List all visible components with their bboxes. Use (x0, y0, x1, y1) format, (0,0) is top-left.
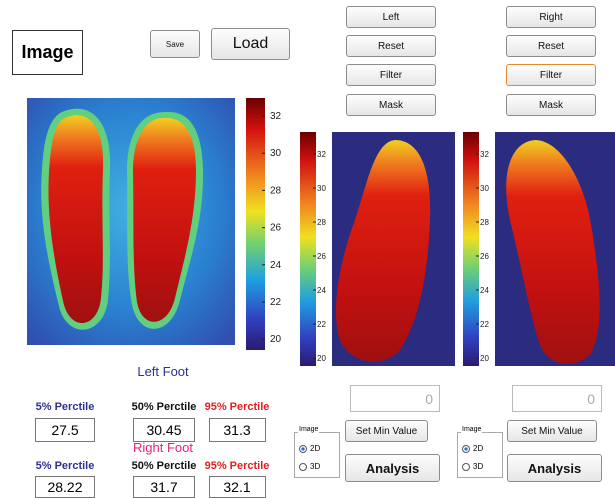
colorbar-tick-label: 32 (270, 111, 282, 122)
colorbar-tick-label: 30 (317, 184, 326, 193)
colorbar-tick-label: 28 (317, 218, 326, 227)
set-min-button[interactable]: Set Min Value (345, 420, 428, 442)
radio-option[interactable]: 2D (462, 444, 483, 453)
colorbar-tick-label: 26 (270, 223, 282, 234)
colorbar-tick-label: 20 (270, 334, 282, 345)
screen: Image Save Load Left Reset Filter Mask R… (0, 0, 615, 498)
colorbar-tick-label: 24 (480, 286, 489, 295)
min-value-field[interactable]: 0 (512, 385, 602, 412)
percentile-header: 95% Perctile (192, 401, 282, 413)
colorbar (246, 98, 265, 350)
analysis-button[interactable]: Analysis (507, 454, 602, 482)
colorbar-tick-label: 32 (480, 150, 489, 159)
percentile-value: 31.7 (133, 476, 195, 498)
colorbar-tick-label: 26 (480, 252, 489, 261)
radio-option[interactable]: 3D (462, 462, 483, 471)
radio-group-title: Image (298, 426, 319, 433)
left-foot-title: Left Foot (113, 364, 213, 379)
percentile-value: 28.22 (35, 476, 95, 498)
colorbar-tick-label: 20 (317, 354, 326, 363)
colorbar-tick-label: 20 (480, 354, 489, 363)
percentile-value: 27.5 (35, 418, 95, 442)
colorbar (300, 132, 316, 366)
colorbar (463, 132, 479, 366)
radio-option[interactable]: 3D (299, 462, 320, 471)
radio-label: 3D (473, 462, 483, 471)
percentile-header: 95% Perctile (192, 460, 282, 472)
percentile-value: 30.45 (133, 418, 195, 442)
colorbar-tick-label: 26 (317, 252, 326, 261)
colorbar-tick-label: 22 (317, 320, 326, 329)
colorbar-tick-label: 24 (317, 286, 326, 295)
right-foot-title: Right Foot (113, 440, 213, 455)
colorbar-tick-label: 28 (270, 185, 282, 196)
radio-group: Image 2D 3D (294, 432, 340, 478)
set-min-button[interactable]: Set Min Value (507, 420, 597, 442)
radio-label: 2D (310, 444, 320, 453)
colorbar-tick-label: 22 (480, 320, 489, 329)
percentile-header: 5% Perctile (20, 401, 110, 413)
colorbar-tick-label: 30 (480, 184, 489, 193)
analysis-button[interactable]: Analysis (345, 454, 440, 482)
colorbar-tick-label: 22 (270, 297, 282, 308)
colorbar-tick-label: 24 (270, 260, 282, 271)
colorbar-tick-label: 30 (270, 148, 282, 159)
colorbar-tick-label: 32 (317, 150, 326, 159)
radio-option[interactable]: 2D (299, 444, 320, 453)
radio-group-title: Image (461, 426, 482, 433)
radio-group: Image 2D 3D (457, 432, 503, 478)
page: {"image_label": "Image", "buttons": {"sa… (0, 0, 615, 498)
min-value-field[interactable]: 0 (350, 385, 440, 412)
radio-label: 2D (473, 444, 483, 453)
colorbar-tick-label: 28 (480, 218, 489, 227)
radio-label: 3D (310, 462, 320, 471)
percentile-value: 31.3 (209, 418, 266, 442)
percentile-header: 5% Perctile (20, 460, 110, 472)
percentile-value: 32.1 (209, 476, 266, 498)
